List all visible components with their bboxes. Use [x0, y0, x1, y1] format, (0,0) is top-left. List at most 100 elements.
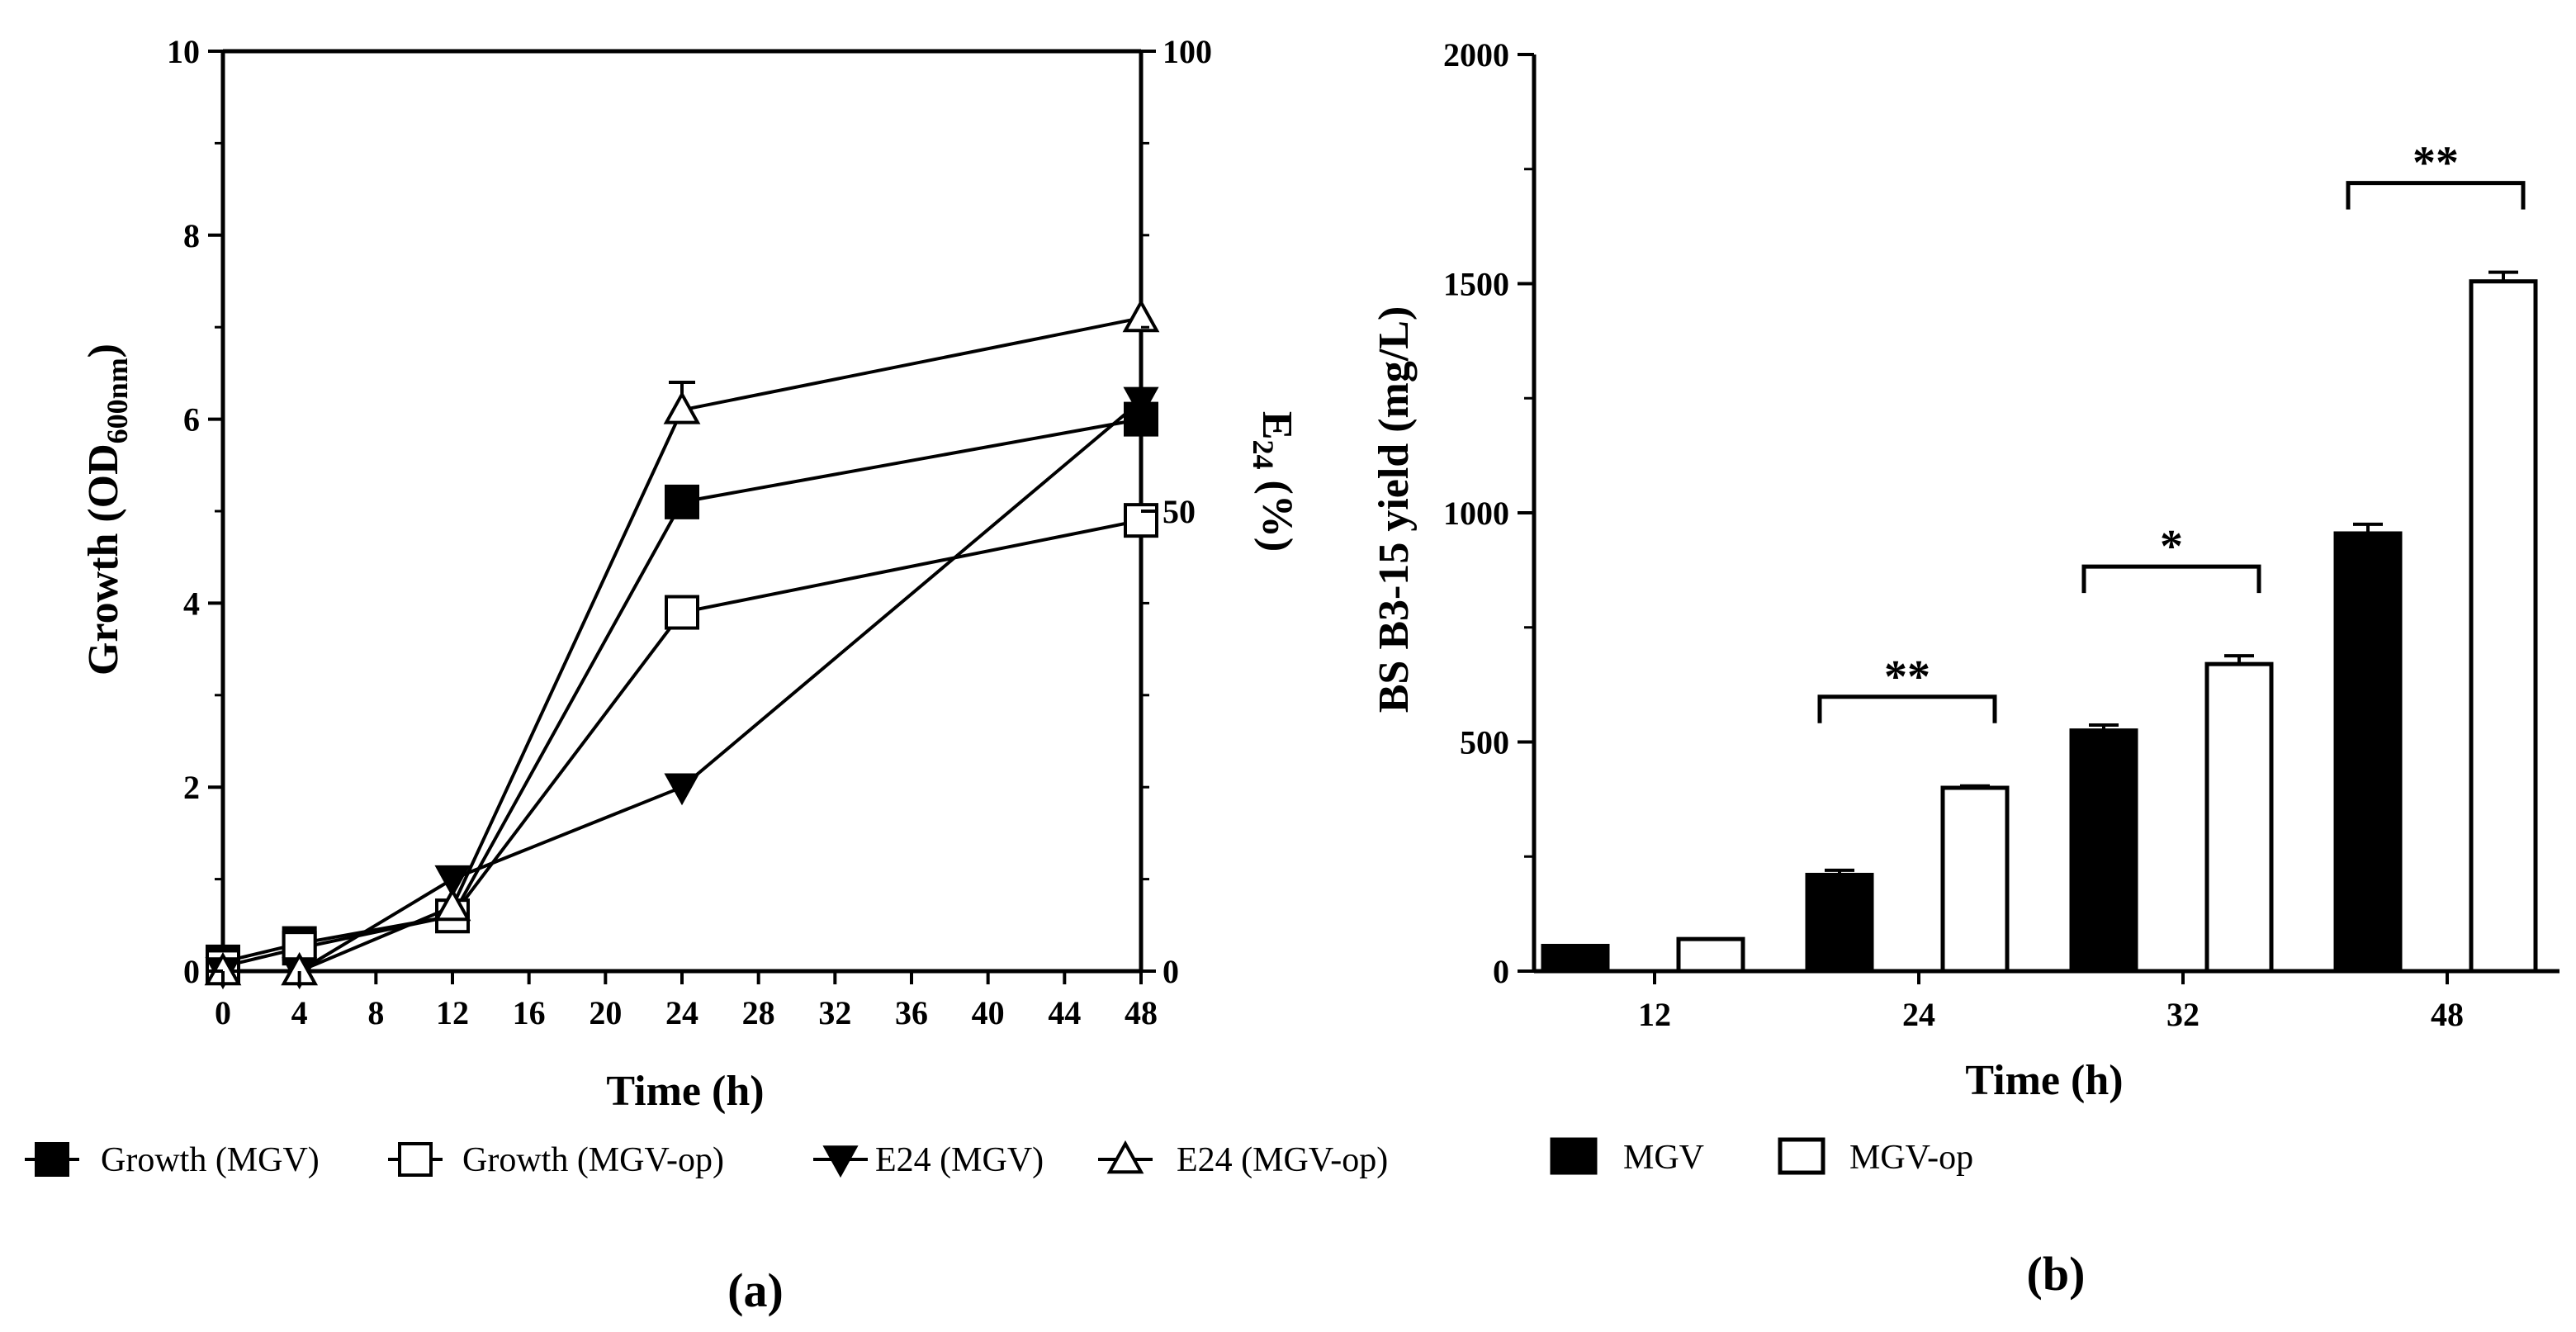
legend-label: Growth (MGV-op)	[462, 1141, 724, 1179]
data-point	[433, 887, 471, 922]
series-growth-mgv-	[206, 401, 1158, 979]
legend-label: E24 (MGV)	[875, 1141, 1044, 1179]
panel-a-x-tick-label: 32	[818, 994, 851, 1031]
data-point	[663, 391, 701, 424]
panel-a-y-axis-title: Growth (OD600nm)	[80, 344, 134, 675]
panel-b-axes	[1532, 55, 2559, 974]
panel-b-bars	[1541, 270, 2538, 974]
legend-item: E24 (MGV)	[813, 1141, 1044, 1179]
bar-mgv-op	[1676, 936, 1745, 974]
bar-mgv	[1541, 943, 1610, 974]
panel-a-x-tick-label: 40	[972, 994, 1005, 1031]
panel-a-y2-axis-title-sub: 24	[1247, 440, 1280, 470]
legend-item: MGV-op	[1778, 1137, 1973, 1177]
panel-a-x-tick-label: 44	[1048, 994, 1081, 1031]
panel-a-series	[204, 298, 1160, 990]
panel-b-y-tick-label: 0	[1493, 953, 1509, 990]
panel-a-x-tick-label: 4	[291, 994, 308, 1031]
panel-b-x-tick-label: 48	[2431, 996, 2464, 1033]
legend-label: E24 (MGV-op)	[1177, 1141, 1388, 1179]
series-e24-mgv-	[205, 386, 1159, 990]
panel-b-x-tick-label: 32	[2166, 996, 2200, 1033]
panel-a-y-axis-title-main: Growth (OD	[80, 443, 127, 675]
panel-a-y-tick-label: 0	[183, 953, 200, 990]
significance-label: *	[2160, 521, 2183, 572]
bracket-line	[2346, 181, 2526, 210]
panel-a-x-tick-label: 8	[367, 994, 384, 1031]
significance-bracket: **	[2346, 138, 2526, 210]
panel-b-label: (b)	[2027, 1247, 2086, 1301]
panel-a-x-tick-label: 0	[215, 994, 231, 1031]
legend-item: Growth (MGV)	[25, 1141, 320, 1179]
legend-marker	[35, 1142, 69, 1177]
panel-b-y-axis-title: BS B3-15 yield (mg/L)	[1371, 306, 1418, 713]
panel-a-x-tick-label: 16	[513, 994, 546, 1031]
panel-a-x-tick-label: 36	[895, 994, 928, 1031]
panel-b-x-axis-title: Time (h)	[1965, 1057, 2123, 1104]
legend-label: MGV	[1623, 1139, 1704, 1177]
data-point	[1122, 298, 1160, 333]
panel-a-y2-axis-title: E24 (%)	[1247, 411, 1300, 552]
panel-b-significance: *****	[1817, 138, 2526, 723]
significance-label: **	[2413, 138, 2459, 189]
panel-a-y-tick-label: 10	[167, 33, 200, 70]
panel-a-legend: Growth (MGV) Growth (MGV-op) E24 (MGV) E24 …	[25, 1140, 1388, 1179]
bar-mgv	[1805, 872, 1874, 974]
legend-swatch	[1550, 1137, 1598, 1175]
legend-marker	[822, 1145, 859, 1178]
panel-a-x-tick-label: 12	[436, 994, 469, 1031]
data-point	[1124, 503, 1158, 538]
legend-marker	[398, 1142, 433, 1177]
panel-b-y-tick-label: 500	[1460, 724, 1509, 761]
data-point	[434, 865, 471, 898]
legend-swatch	[1778, 1137, 1825, 1175]
data-point	[665, 595, 699, 630]
data-point	[664, 773, 700, 806]
panel-b-x-tick-label: 12	[1638, 996, 1671, 1033]
series-e24-mgv-op-	[204, 298, 1160, 986]
series-growth-mgv-op-	[206, 503, 1158, 984]
panel-a-y2-tick-label: 0	[1163, 953, 1179, 990]
significance-bracket: *	[2081, 521, 2261, 594]
panel-a-y-axis-title-close: )	[80, 344, 127, 358]
panel-a-y2-tick-label: 100	[1163, 33, 1212, 70]
significance-label: **	[1884, 652, 1930, 703]
panel-b-y-tick-label: 1500	[1443, 266, 1509, 303]
bracket-line	[2081, 564, 2261, 594]
series-line	[222, 519, 1142, 969]
panel-a-y2-tick-label: 50	[1163, 493, 1196, 530]
panel-a-x-axis-title: Time (h)	[606, 1068, 764, 1115]
panel-a-y-tick-label: 8	[183, 217, 200, 254]
panel-a-label: (a)	[727, 1263, 784, 1317]
legend-marker	[1106, 1140, 1144, 1174]
panel-a-y2-axis-title-close: (%)	[1253, 470, 1300, 552]
panel-a-x-tick-label: 28	[742, 994, 775, 1031]
legend-label: MGV-op	[1849, 1139, 1973, 1177]
panel-a-y-tick-label: 4	[183, 585, 200, 622]
legend-label: Growth (MGV)	[101, 1141, 320, 1179]
data-point	[1123, 386, 1159, 420]
panel-a-y2-axis-title-main: E	[1253, 411, 1300, 440]
panel-b-y-tick-label: 1000	[1443, 495, 1509, 532]
bar-mgv	[2069, 728, 2138, 974]
panel-a-y-axis-title-sub: 600nm	[101, 358, 134, 443]
panel-a-y-tick-label: 2	[183, 769, 200, 806]
bar-mgv	[2333, 531, 2403, 974]
legend-item: E24 (MGV-op)	[1098, 1140, 1388, 1179]
panel-a-x-tick-label: 20	[589, 994, 622, 1031]
data-point	[665, 484, 699, 519]
panel-b-y-tick-label: 2000	[1443, 36, 1509, 73]
significance-bracket: **	[1817, 652, 1997, 723]
panel-b-legend: MGV MGV-op	[1550, 1137, 1973, 1177]
legend-item: MGV	[1550, 1137, 1704, 1177]
panel-b-x-tick-label: 24	[1902, 996, 1935, 1033]
panel-a-x-tick-label: 24	[665, 994, 698, 1031]
legend-item: Growth (MGV-op)	[388, 1141, 724, 1179]
panel-a-x-tick-label: 48	[1125, 994, 1158, 1031]
bar-mgv-op	[2204, 661, 2274, 974]
bar-mgv-op	[1940, 785, 2010, 974]
panel-a-y-tick-label: 6	[183, 401, 200, 438]
